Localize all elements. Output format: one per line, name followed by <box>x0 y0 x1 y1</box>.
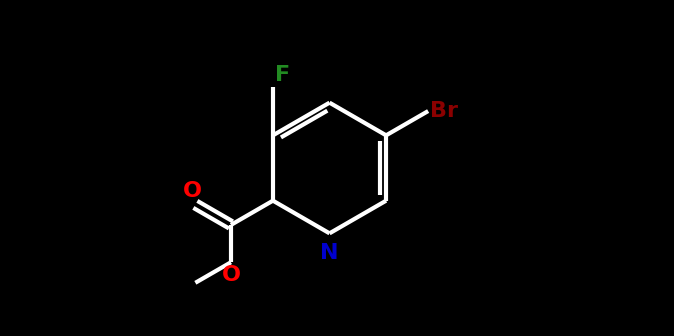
Text: N: N <box>320 243 339 263</box>
Text: O: O <box>183 181 202 201</box>
Text: O: O <box>222 265 241 285</box>
Text: Br: Br <box>431 101 458 121</box>
Text: F: F <box>275 65 290 85</box>
